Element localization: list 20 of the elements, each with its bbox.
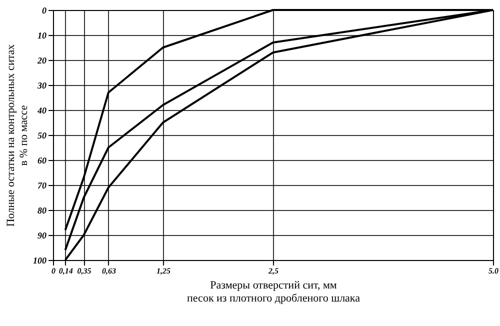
x-tick-label: 5.0 [488,266,498,276]
y-tick-label: 20 [36,56,47,66]
y-tick-label: 70 [38,180,47,190]
y-tick-label: 40 [36,106,47,116]
x-tick-label: 0,63 [102,266,116,276]
x-tick-label: 0,14 [58,266,73,276]
y-tick-label: 90 [38,230,47,240]
x-axis-title: Размеры отверстий сит, мм песок из плотного дробленого шлака [187,280,360,304]
y-tick-label: 10 [38,30,47,40]
x-tick-label: 2,5 [268,266,278,276]
y-tick-label: 30 [36,80,47,90]
y-tick-label: 0 [42,6,47,16]
y-tick-label: 50 [38,130,47,140]
y-tick-label: 80 [38,206,47,216]
y-tick-label: 100 [33,256,47,266]
x-tick-label: 0,35 [77,266,92,276]
x-tick-label: 0 [52,266,56,276]
x-tick-label: 1,25 [156,266,170,276]
y-tick-label: 60 [38,156,47,166]
y-axis-title: Полные остатки на контрольных ситах в % по массе [5,44,30,227]
